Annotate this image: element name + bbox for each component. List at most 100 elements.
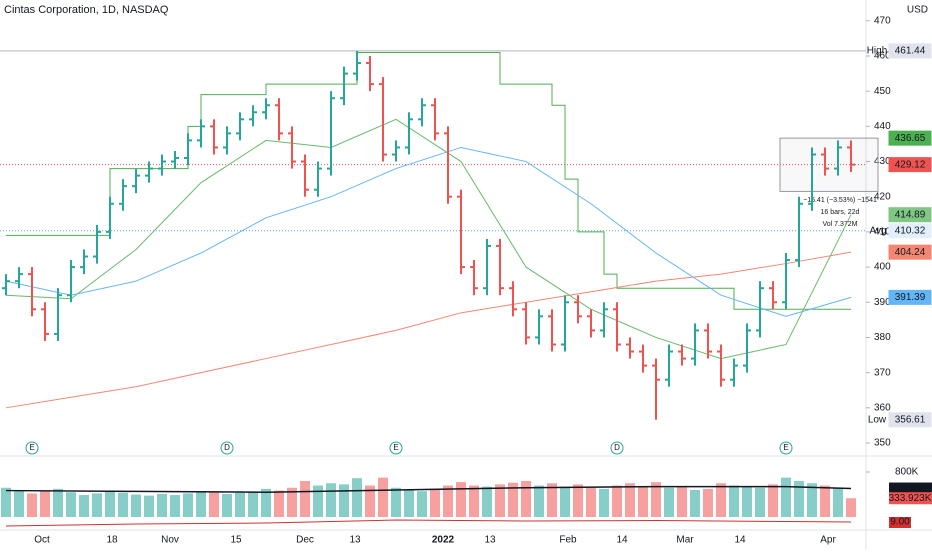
volume-bar — [27, 493, 37, 517]
volume-bar — [92, 493, 102, 517]
volume-bar — [651, 482, 661, 517]
volume-bar — [690, 490, 700, 517]
ma-mid-value-box — [888, 289, 932, 305]
volume-bar — [833, 487, 843, 517]
x-tick-label: 13 — [349, 535, 361, 546]
volume-bar — [274, 490, 284, 517]
chart-title: Cintas Corporation, 1D, NASDAQ — [4, 4, 169, 16]
volume-bar — [755, 487, 765, 517]
volume-bar — [625, 483, 635, 517]
volume-bar — [287, 487, 297, 517]
volume-bar — [365, 485, 375, 517]
volume-bar — [79, 495, 89, 517]
ma-mid-value: 391.39 — [895, 292, 926, 303]
volume-bar — [404, 490, 414, 517]
volume-last-value: 333.923K — [889, 493, 932, 504]
volume-ma-box — [889, 482, 932, 495]
low-label: Low — [868, 414, 887, 425]
event-label: E — [393, 443, 398, 452]
y-tick-label: 390 — [874, 297, 891, 308]
y-tick-label: 460 — [874, 51, 891, 62]
event-marker — [779, 441, 793, 455]
x-tick-label: 2022 — [432, 535, 455, 546]
x-tick-label: 14 — [734, 535, 746, 546]
indicator-box — [889, 517, 911, 528]
volume-bar — [703, 488, 713, 517]
x-tick-label: 18 — [106, 535, 118, 546]
volume-bar — [326, 483, 336, 517]
ma-slow-value: 404.24 — [895, 247, 926, 258]
box-value: 436.65 — [895, 133, 926, 144]
avg-value-box — [888, 223, 932, 239]
box-value-box — [888, 130, 932, 146]
last-price-box — [888, 157, 932, 173]
low-value-box — [888, 412, 932, 428]
volume-bar — [313, 485, 323, 517]
x-tick-label: 15 — [230, 535, 242, 546]
volume-bar — [768, 484, 778, 517]
measure-text: 16 bars, 22d — [821, 209, 860, 216]
volume-bar — [170, 495, 180, 517]
volume-bar — [677, 486, 687, 517]
volume-bar — [222, 493, 232, 517]
volume-bar — [820, 485, 830, 517]
ma-slow — [5, 251, 852, 409]
volume-bar — [482, 486, 492, 517]
volume-bar — [53, 488, 63, 517]
x-tick-label: Dec — [296, 535, 314, 546]
measure-text: Vol 7.372M — [822, 221, 857, 228]
avg-label: Avg — [869, 225, 886, 236]
volume-bar — [144, 495, 154, 517]
event-marker — [610, 441, 624, 455]
volume-bar — [729, 485, 739, 517]
volume-bar — [716, 483, 726, 517]
x-tick-label: Feb — [559, 535, 577, 546]
event-marker — [220, 441, 234, 455]
x-tick-label: Mar — [676, 535, 694, 546]
volume-bar — [157, 493, 167, 517]
y-tick-label: 380 — [874, 332, 891, 343]
volume-bar — [781, 477, 791, 517]
volume-bar — [599, 488, 609, 517]
volume-bar — [378, 477, 388, 517]
volume-bar — [300, 481, 310, 517]
volume-bar — [430, 488, 440, 517]
y-tick-label: 430 — [874, 156, 891, 167]
volume-bar — [560, 486, 570, 517]
step-line — [6, 51, 851, 310]
volume-bar — [235, 492, 245, 517]
volume-bar — [534, 485, 544, 517]
y-tick-label: 400 — [874, 262, 891, 273]
measure-text: −15.41 (−3.53%) −1541 — [803, 197, 877, 204]
last-price: 429.12 — [895, 159, 926, 170]
y-tick-label: 450 — [874, 86, 891, 97]
high-value-box — [888, 43, 932, 59]
volume-ma-value: 506.322K — [889, 483, 932, 494]
x-tick-label: 14 — [616, 535, 628, 546]
event-label: E — [783, 443, 788, 452]
volume-bar — [469, 485, 479, 517]
volume-bar — [443, 485, 453, 517]
volume-bar — [14, 490, 24, 517]
y-tick-label: 440 — [874, 121, 891, 132]
y-tick-label: 410 — [874, 227, 891, 238]
volume-bar — [547, 483, 557, 517]
volume-tick-label: 800K — [895, 467, 919, 478]
volume-bar — [261, 488, 271, 517]
volume-bar — [521, 481, 531, 517]
y-tick-label: 350 — [874, 438, 891, 449]
currency: USD — [907, 5, 928, 16]
volume-bar — [183, 493, 193, 517]
volume-bar — [742, 486, 752, 517]
x-tick-label: Apr — [820, 535, 836, 546]
volume-bar — [118, 492, 128, 517]
volume-bar — [40, 491, 50, 517]
ma-fast-value: 414.89 — [895, 209, 926, 220]
volume-bar — [612, 485, 622, 517]
volume-bar — [456, 482, 466, 517]
volume-bar — [664, 487, 674, 517]
volume-bar — [209, 492, 219, 517]
ma-fast-value-box — [888, 207, 932, 223]
volume-bar — [794, 481, 804, 517]
